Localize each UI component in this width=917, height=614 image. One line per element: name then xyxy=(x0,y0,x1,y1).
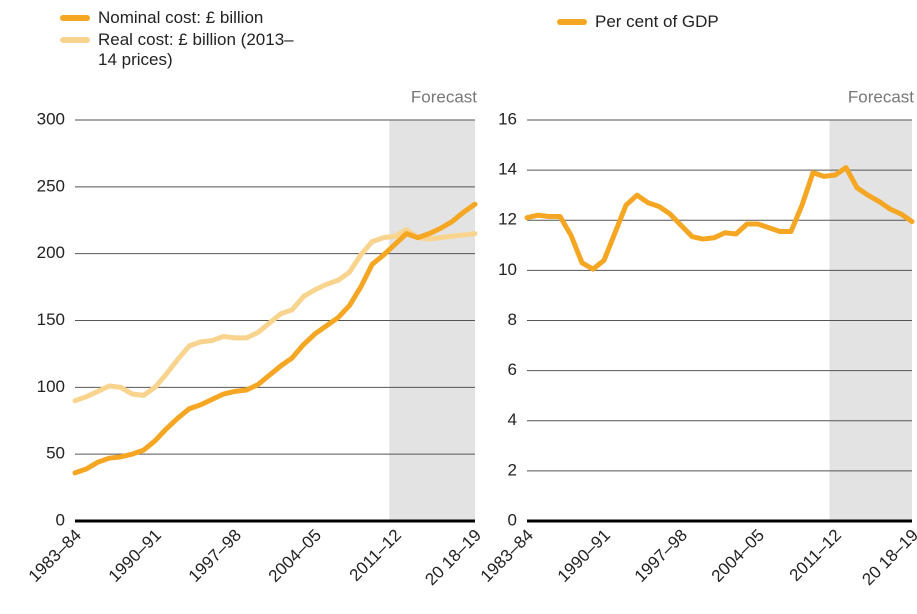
x-tick-label: 1990–91 xyxy=(554,526,614,586)
line xyxy=(524,165,915,272)
legend-swatch xyxy=(557,19,587,25)
line xyxy=(72,227,478,404)
line xyxy=(72,201,478,476)
forecast-label: Forecast xyxy=(411,87,477,106)
x-tick-label: 20 18–19 xyxy=(421,526,485,590)
legend-label: Real cost: £ billion (2013–14 prices) xyxy=(98,30,294,69)
y-tick-label: 100 xyxy=(37,377,65,396)
y-tick-label: 250 xyxy=(37,176,65,195)
y-tick-label: 50 xyxy=(46,444,65,463)
legend-swatch xyxy=(60,15,90,21)
y-tick-label: 12 xyxy=(498,210,517,229)
legend-entry: Nominal cost: £ billion xyxy=(60,8,298,28)
y-tick-label: 300 xyxy=(37,109,65,128)
x-tick-label: 1990–91 xyxy=(105,526,165,586)
y-tick-label: 150 xyxy=(37,310,65,329)
x-tick-label: 1997–98 xyxy=(185,526,245,586)
x-tick-label: 2011–12 xyxy=(346,526,405,585)
legend-label: Per cent of GDP xyxy=(595,12,719,31)
x-tick-label: 20 18–19 xyxy=(858,526,917,590)
y-tick-label: 16 xyxy=(498,109,517,128)
y-tick-label: 2 xyxy=(508,460,517,479)
x-tick-label: 2011–12 xyxy=(786,526,845,585)
x-tick-label: 1997–98 xyxy=(631,526,691,586)
y-tick-label: 10 xyxy=(498,260,517,279)
y-tick-label: 0 xyxy=(508,510,517,529)
x-tick-label: 1983–84 xyxy=(25,526,85,586)
legend-entry: Real cost: £ billion (2013–14 prices) xyxy=(60,30,298,70)
legend: Nominal cost: £ billion Real cost: £ bill… xyxy=(60,8,298,72)
forecast-label: Forecast xyxy=(848,87,914,106)
y-tick-label: 8 xyxy=(508,310,517,329)
legend-entry: Per cent of GDP xyxy=(557,12,719,32)
y-tick-label: 200 xyxy=(37,243,65,262)
x-tick-label: 1983–84 xyxy=(477,526,537,586)
legend: Per cent of GDP xyxy=(557,12,719,34)
x-tick-label: 2004–05 xyxy=(265,526,325,586)
y-tick-label: 4 xyxy=(508,410,517,429)
x-tick-label: 2004–05 xyxy=(708,526,768,586)
legend-swatch xyxy=(60,37,90,43)
y-tick-label: 0 xyxy=(56,510,65,529)
legend-label: Nominal cost: £ billion xyxy=(98,8,264,27)
y-tick-label: 14 xyxy=(498,160,517,179)
y-tick-label: 6 xyxy=(508,360,517,379)
